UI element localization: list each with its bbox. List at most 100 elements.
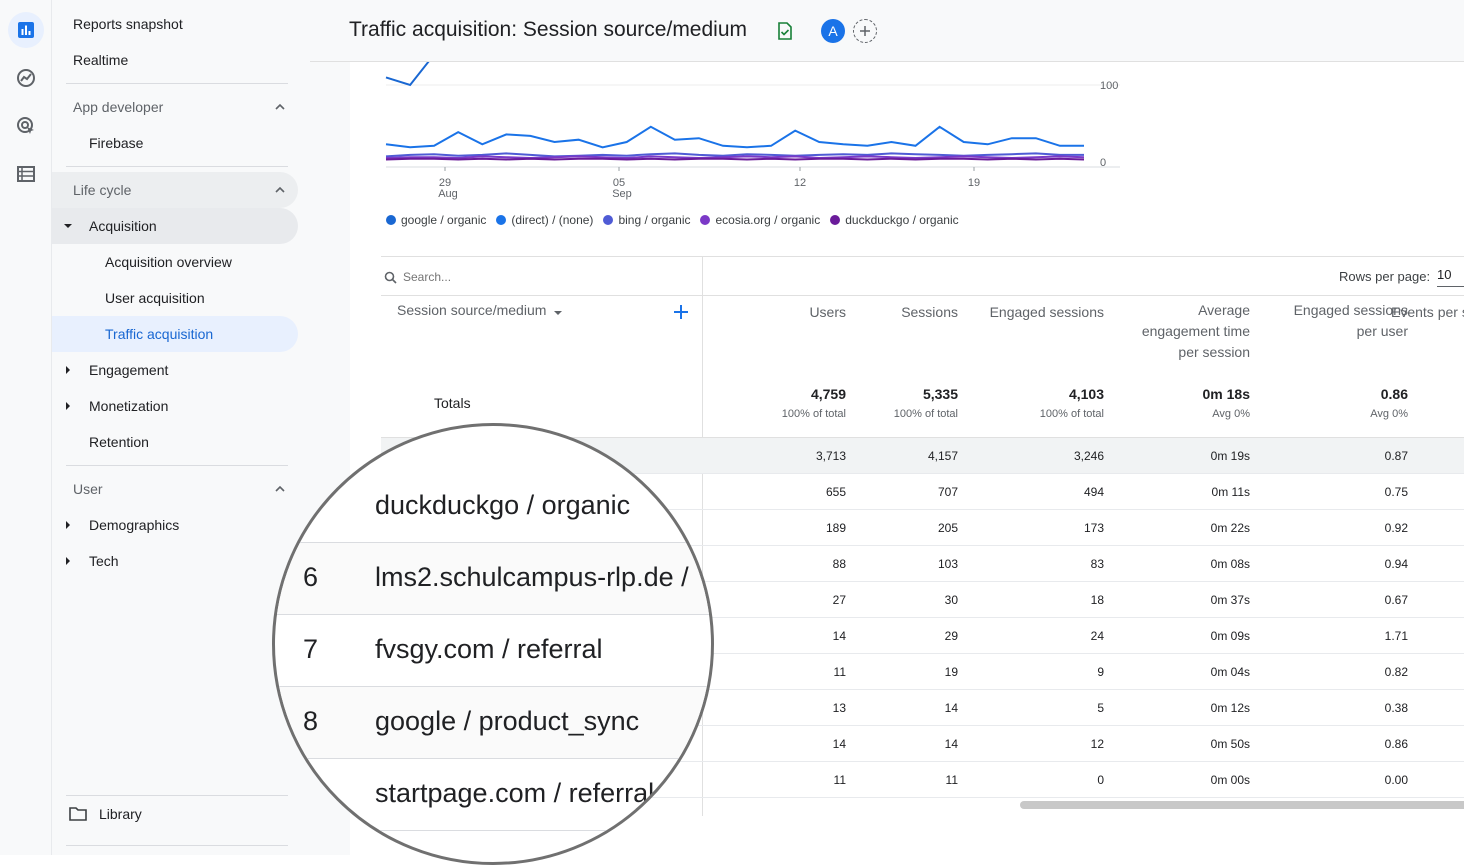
report-header: Traffic acquisition: Session source/medi… bbox=[310, 0, 1464, 62]
folder-icon bbox=[69, 807, 87, 821]
nav-demographics[interactable]: Demographics bbox=[89, 517, 180, 533]
magnified-row-label: google / product_sync bbox=[375, 706, 640, 736]
cell-avg-time: 0m 04s bbox=[1210, 665, 1250, 679]
col-header-users[interactable]: Users bbox=[809, 304, 846, 320]
cell-sessions: 14 bbox=[944, 737, 958, 751]
nav-section-life-cycle-bg[interactable] bbox=[52, 172, 298, 208]
col-header-line: per session bbox=[1178, 344, 1250, 360]
col-header-events[interactable]: Events per s bbox=[1391, 304, 1464, 320]
dimension-header[interactable]: Session source/medium bbox=[397, 302, 547, 318]
cell-sessions: 103 bbox=[937, 557, 958, 571]
header-divider bbox=[703, 295, 1464, 296]
nav-engagement[interactable]: Engagement bbox=[89, 362, 169, 378]
icon-rail bbox=[0, 0, 52, 855]
nav-realtime[interactable]: Realtime bbox=[73, 52, 129, 68]
nav-acquisition[interactable]: Acquisition bbox=[89, 218, 157, 234]
magnified-row: startpage.com / referral bbox=[275, 759, 711, 831]
nav-user-acquisition[interactable]: User acquisition bbox=[105, 290, 205, 306]
legend-swatch bbox=[700, 215, 711, 225]
nav-divider bbox=[66, 795, 288, 796]
cell-engaged: 83 bbox=[1090, 557, 1104, 571]
nav-section-app-developer[interactable]: App developer bbox=[73, 99, 164, 115]
configure-nav-button[interactable] bbox=[8, 156, 44, 192]
advertising-nav-button[interactable] bbox=[8, 108, 44, 144]
magnified-row: 6 lms2.schulcampus-rlp.de / bbox=[275, 543, 711, 615]
nav-divider bbox=[66, 83, 288, 84]
dropdown-icon[interactable] bbox=[554, 311, 562, 315]
chart-legend: google / organic (direct) / (none) bing … bbox=[386, 213, 959, 227]
reports-nav-button[interactable] bbox=[8, 12, 44, 48]
legend-item[interactable]: (direct) / (none) bbox=[496, 213, 593, 227]
legend-item[interactable]: bing / organic bbox=[603, 213, 690, 227]
nav-retention[interactable]: Retention bbox=[89, 434, 149, 450]
nav-divider bbox=[66, 465, 288, 466]
nav-library[interactable]: Library bbox=[99, 806, 142, 822]
cell-per-user: 0.38 bbox=[1384, 701, 1408, 715]
total-engaged-sub: 100% of total bbox=[1039, 408, 1104, 420]
cell-avg-time: 0m 08s bbox=[1210, 557, 1250, 571]
cell-sessions: 30 bbox=[944, 593, 958, 607]
cell-users: 14 bbox=[832, 629, 846, 643]
chevron-up-icon[interactable] bbox=[274, 483, 286, 495]
nav-firebase[interactable]: Firebase bbox=[89, 135, 144, 151]
y-tick-label: 100 bbox=[1100, 80, 1118, 92]
cell-avg-time: 0m 22s bbox=[1210, 521, 1250, 535]
col-header-line: Average bbox=[1198, 302, 1250, 318]
magnified-row-number: 8 bbox=[303, 706, 319, 736]
cell-avg-time: 0m 00s bbox=[1210, 773, 1250, 787]
cell-per-user: 0.87 bbox=[1384, 449, 1408, 463]
caret-down-icon bbox=[64, 224, 72, 228]
legend-swatch bbox=[830, 215, 841, 225]
explore-nav-button[interactable] bbox=[8, 60, 44, 96]
cell-per-user: 0.86 bbox=[1384, 737, 1408, 751]
nav-reports-snapshot[interactable]: Reports snapshot bbox=[73, 16, 183, 32]
cell-users: 189 bbox=[825, 521, 846, 535]
col-header-engaged-sessions[interactable]: Engaged sessions bbox=[989, 304, 1104, 320]
cell-per-user: 0.00 bbox=[1384, 773, 1408, 787]
explore-icon bbox=[17, 69, 35, 87]
comparison-avatar[interactable]: A bbox=[821, 19, 845, 43]
col-header-line: engagement time bbox=[1141, 323, 1250, 339]
cell-avg-time: 0m 19s bbox=[1210, 449, 1250, 463]
advertising-icon bbox=[17, 117, 34, 134]
legend-item[interactable]: google / organic bbox=[386, 213, 486, 227]
chevron-up-icon[interactable] bbox=[274, 101, 286, 113]
caret-right-icon bbox=[66, 521, 70, 529]
search-input[interactable] bbox=[403, 266, 683, 288]
legend-item[interactable]: ecosia.org / organic bbox=[700, 213, 820, 227]
report-check-icon[interactable] bbox=[777, 22, 793, 40]
horizontal-scrollbar[interactable] bbox=[1020, 801, 1464, 809]
cell-users: 14 bbox=[832, 737, 846, 751]
nav-monetization[interactable]: Monetization bbox=[89, 398, 169, 414]
nav-divider bbox=[66, 845, 288, 846]
col-header-engaged-per-user[interactable]: Engaged sessions per user bbox=[1294, 300, 1408, 342]
total-avg-time: 0m 18s bbox=[1202, 386, 1250, 402]
magnified-row-number: 7 bbox=[303, 634, 319, 664]
chevron-up-icon[interactable] bbox=[274, 184, 286, 196]
col-header-sessions[interactable]: Sessions bbox=[901, 304, 958, 320]
add-dimension-icon[interactable] bbox=[673, 304, 689, 320]
nav-section-user[interactable]: User bbox=[73, 481, 103, 497]
nav-section-life-cycle[interactable]: Life cycle bbox=[73, 182, 132, 198]
nav-acquisition-bg[interactable] bbox=[52, 208, 298, 244]
cell-avg-time: 0m 09s bbox=[1210, 629, 1250, 643]
totals-label: Totals bbox=[434, 395, 471, 411]
col-header-line: per user bbox=[1356, 323, 1408, 339]
nav-tech[interactable]: Tech bbox=[89, 553, 119, 569]
magnifier-overlay: duckduckgo / organic 6 lms2.schulcampus-rl… bbox=[272, 423, 714, 865]
legend-swatch bbox=[603, 215, 614, 225]
nav-acquisition-overview[interactable]: Acquisition overview bbox=[105, 254, 232, 270]
cell-users: 11 bbox=[833, 773, 846, 787]
series-line bbox=[385, 155, 1085, 160]
col-header-avg-engagement[interactable]: Average engagement time per session bbox=[1142, 300, 1250, 363]
nav-traffic-acquisition[interactable]: Traffic acquisition bbox=[105, 326, 214, 342]
add-comparison-button[interactable] bbox=[853, 19, 877, 43]
x-tick-label: 12 bbox=[794, 177, 806, 189]
cell-per-user: 0.75 bbox=[1384, 485, 1408, 499]
cell-engaged: 12 bbox=[1090, 737, 1104, 751]
legend-item[interactable]: duckduckgo / organic bbox=[830, 213, 959, 227]
rows-per-page-select[interactable]: 10 bbox=[1437, 265, 1464, 287]
